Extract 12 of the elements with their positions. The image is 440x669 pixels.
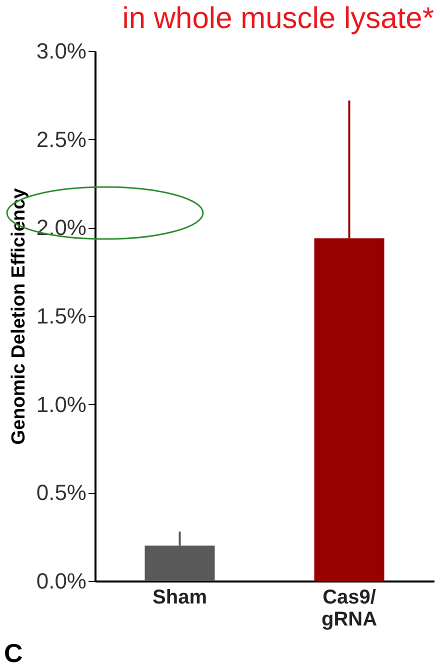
y-tick-label: 2.5% xyxy=(36,126,86,152)
y-tick-label: 0.0% xyxy=(36,568,86,594)
y-tick-label: 2.0% xyxy=(36,215,86,240)
y-tick-label: 1.5% xyxy=(36,304,86,328)
y-tick-label: 1.0% xyxy=(36,392,86,417)
text: C xyxy=(4,638,23,669)
chart-title: in whole muscle lysate* xyxy=(122,2,434,35)
x-tick-label: Sham xyxy=(152,586,207,608)
x-tick-label: Cas9/ gRNA xyxy=(321,586,378,630)
y-tick-label: 3.0% xyxy=(36,38,86,64)
y-tick-label: 0.5% xyxy=(36,480,86,506)
y-axis-title: Genomic Deletion Efficiency xyxy=(8,188,30,445)
